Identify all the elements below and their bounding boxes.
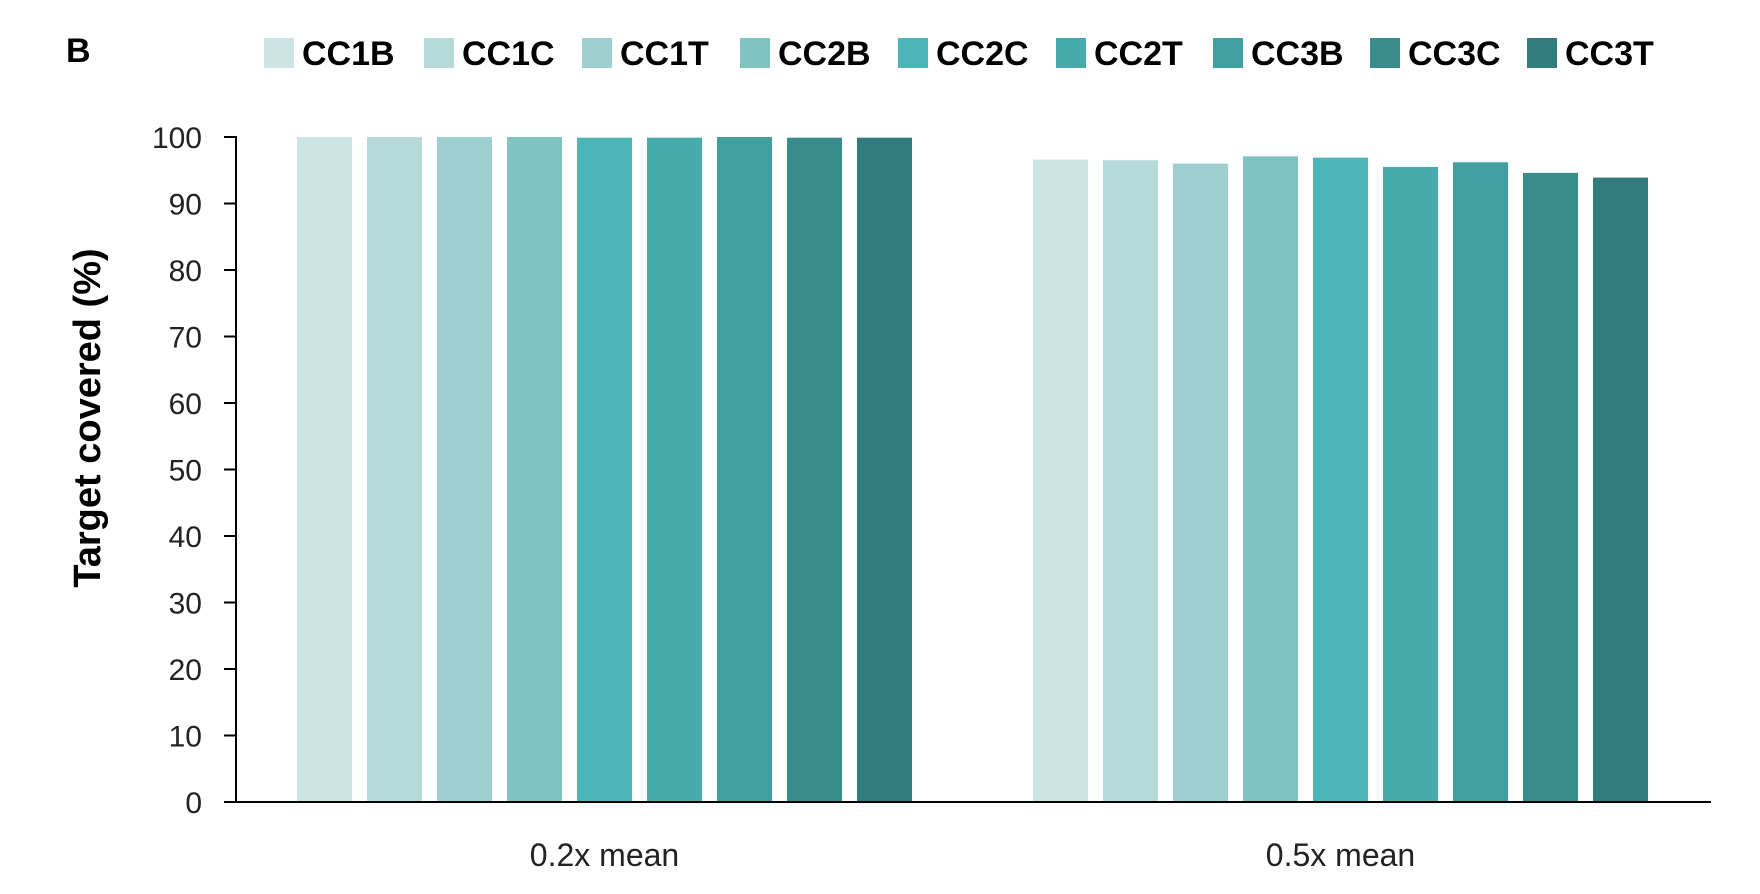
bar-cc2c-group1	[577, 137, 632, 803]
bar-cc1b-group2	[1033, 159, 1088, 803]
legend-label-cc2c: CC2C	[936, 35, 1029, 73]
legend-swatch-cc3b	[1213, 38, 1243, 68]
legend-label-cc2t: CC2T	[1094, 35, 1183, 73]
y-tick-label: 40	[169, 521, 202, 554]
y-tick-label: 10	[169, 721, 202, 754]
legend-swatch-cc2t	[1056, 38, 1086, 68]
bar-cc2t-group2	[1383, 166, 1438, 803]
y-tick-label: 0	[185, 787, 202, 820]
legend-swatch-cc1b	[264, 38, 294, 68]
y-tick-label: 80	[169, 255, 202, 288]
bar-cc1c-group1	[367, 137, 422, 802]
legend: CC1B CC1C CC1T CC2B CC2C CC2T CC3B CC3C CC3T	[264, 35, 1654, 73]
y-tick-label: 60	[169, 388, 202, 421]
legend-label-cc3t: CC3T	[1565, 35, 1654, 73]
bar-cc1t-group1	[437, 137, 492, 802]
bar-cc1c-group2	[1103, 160, 1158, 802]
category-label: 0.2x mean	[530, 837, 679, 873]
bar-cc2t-group1	[647, 137, 702, 803]
legend-label-cc3b: CC3B	[1251, 35, 1344, 73]
bar-cc2b-group2	[1243, 156, 1298, 802]
bar-cc3b-group1	[717, 137, 772, 802]
legend-swatch-cc3t	[1527, 38, 1557, 68]
y-axis-ticks: 0 10 20 30 40 50 60 70 80 90 100	[152, 122, 236, 820]
bar-cc3t-group2	[1593, 177, 1648, 802]
y-tick-label: 50	[169, 455, 202, 488]
y-axis-label: Target covered (%)	[67, 248, 109, 587]
bar-cc3c-group1	[787, 137, 842, 803]
legend-label-cc3c: CC3C	[1408, 35, 1501, 73]
legend-label-cc1t: CC1T	[620, 35, 709, 73]
y-tick-label: 30	[169, 588, 202, 621]
legend-label-cc1c: CC1C	[462, 35, 555, 73]
bar-cc2c-group2	[1313, 157, 1368, 803]
legend-swatch-cc1t	[582, 38, 612, 68]
y-tick-label: 20	[169, 654, 202, 687]
x-axis-categories: 0.2x mean 0.5x mean	[530, 837, 1415, 873]
bar-cc2b-group1	[507, 137, 562, 802]
legend-label-cc2b: CC2B	[778, 35, 871, 73]
bars	[297, 137, 1648, 803]
legend-swatch-cc1c	[424, 38, 454, 68]
bar-cc1b-group1	[297, 137, 352, 802]
bar-cc3t-group1	[857, 137, 912, 803]
y-tick-label: 70	[169, 322, 202, 355]
legend-swatch-cc3c	[1370, 38, 1400, 68]
legend-swatch-cc2b	[740, 38, 770, 68]
panel-label: B	[66, 32, 91, 70]
legend-label-cc1b: CC1B	[302, 35, 395, 73]
y-tick-label: 100	[152, 122, 202, 155]
y-tick-label: 90	[169, 189, 202, 222]
category-label: 0.5x mean	[1266, 837, 1415, 873]
bar-cc3c-group2	[1523, 172, 1578, 802]
bar-cc3b-group2	[1453, 162, 1508, 802]
bar-cc1t-group2	[1173, 163, 1228, 803]
legend-swatch-cc2c	[898, 38, 928, 68]
